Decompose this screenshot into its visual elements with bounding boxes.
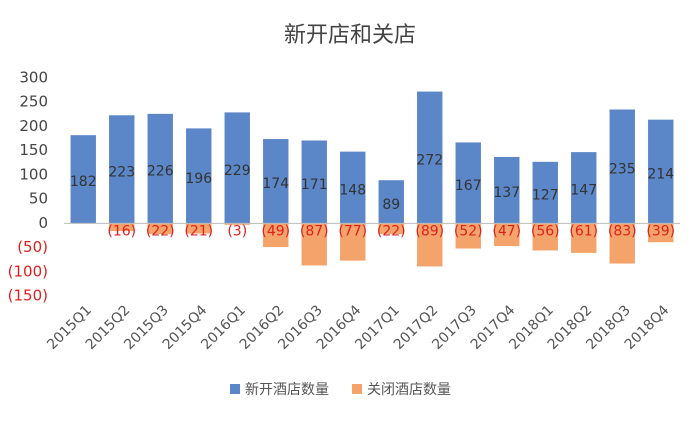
bar bbox=[648, 223, 674, 243]
bar bbox=[186, 223, 212, 234]
value-label: (87) bbox=[300, 223, 329, 239]
y-tick-label: 50 bbox=[29, 190, 48, 208]
bar bbox=[455, 223, 481, 249]
y-tick-label: (100) bbox=[8, 262, 48, 280]
value-label: (52) bbox=[454, 223, 483, 239]
value-label: 235 bbox=[609, 161, 636, 177]
value-label: (22) bbox=[146, 223, 175, 239]
value-label: (16) bbox=[107, 223, 136, 239]
bar bbox=[455, 142, 481, 224]
value-label: (49) bbox=[261, 223, 290, 239]
bar bbox=[648, 119, 674, 224]
bar bbox=[571, 152, 597, 224]
bar bbox=[70, 135, 96, 224]
y-tick-label: (50) bbox=[17, 238, 48, 256]
value-label: 167 bbox=[455, 178, 482, 194]
bar bbox=[417, 91, 443, 224]
value-label: 196 bbox=[185, 171, 212, 187]
legend-label: 关闭酒店数量 bbox=[367, 382, 451, 398]
value-label: 89 bbox=[382, 197, 400, 213]
value-label: (47) bbox=[492, 223, 521, 239]
value-label: (89) bbox=[415, 223, 444, 239]
y-tick-label: 0 bbox=[38, 214, 48, 232]
bar bbox=[494, 223, 520, 247]
bar bbox=[571, 223, 597, 253]
bar bbox=[186, 128, 212, 224]
value-label: 226 bbox=[147, 164, 174, 180]
value-label: 223 bbox=[108, 164, 135, 180]
bar bbox=[147, 223, 173, 234]
bar bbox=[301, 223, 327, 266]
value-label: (22) bbox=[377, 223, 406, 239]
chart-title: 新开店和关店 bbox=[284, 23, 416, 48]
bar bbox=[378, 180, 404, 224]
value-label: 171 bbox=[301, 177, 328, 193]
bar bbox=[340, 151, 366, 224]
value-label: (77) bbox=[338, 223, 367, 239]
value-label: 229 bbox=[224, 163, 251, 179]
bar bbox=[147, 113, 173, 224]
bar bbox=[609, 109, 635, 224]
bar bbox=[224, 112, 250, 224]
bar bbox=[494, 156, 520, 224]
bar bbox=[263, 139, 289, 224]
value-label: 137 bbox=[493, 185, 520, 201]
bar bbox=[109, 223, 135, 232]
value-label: 147 bbox=[570, 183, 597, 199]
y-tick-label: 100 bbox=[19, 165, 48, 183]
legend-swatch bbox=[352, 384, 362, 394]
value-label: 127 bbox=[532, 188, 559, 204]
value-label: (39) bbox=[646, 223, 675, 239]
value-label: 214 bbox=[647, 166, 674, 182]
value-label: (21) bbox=[184, 223, 213, 239]
value-label: (83) bbox=[608, 223, 637, 239]
bar bbox=[109, 115, 135, 224]
bar bbox=[224, 223, 250, 225]
value-label: 174 bbox=[262, 176, 289, 192]
y-tick-label: 250 bbox=[19, 93, 48, 111]
bar bbox=[532, 223, 558, 251]
bar bbox=[417, 223, 443, 267]
bar bbox=[301, 140, 327, 224]
bar bbox=[378, 223, 404, 234]
bar bbox=[263, 223, 289, 248]
bar bbox=[340, 223, 366, 261]
y-tick-label: 300 bbox=[19, 69, 48, 87]
value-label: 182 bbox=[70, 174, 97, 190]
y-tick-label: 150 bbox=[19, 141, 48, 159]
value-label: (61) bbox=[569, 223, 598, 239]
bar bbox=[609, 223, 635, 264]
y-tick-label: (150) bbox=[8, 287, 48, 305]
bar bbox=[532, 161, 558, 224]
legend-swatch bbox=[230, 384, 240, 394]
y-tick-label: 200 bbox=[19, 117, 48, 135]
value-label: 148 bbox=[339, 182, 366, 198]
value-label: (56) bbox=[531, 223, 560, 239]
value-label: (3) bbox=[227, 223, 247, 239]
legend-label: 新开酒店数量 bbox=[245, 382, 329, 398]
value-label: 272 bbox=[416, 152, 443, 168]
